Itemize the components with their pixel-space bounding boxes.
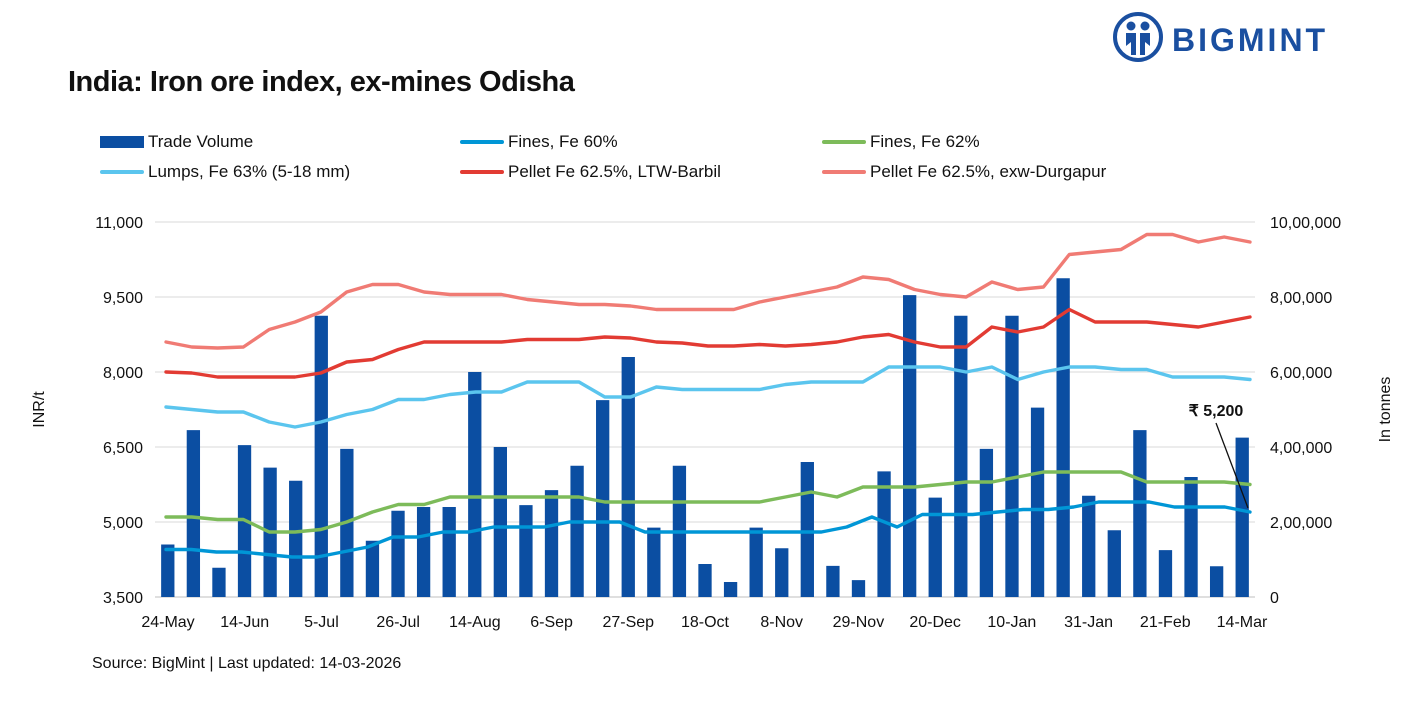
bigmint-logo-icon	[1113, 12, 1163, 62]
trade-volume-bar	[1005, 315, 1019, 597]
trade-volume-bar	[596, 400, 610, 597]
legend-label: Pellet Fe 62.5%, exw-Durgapur	[870, 162, 1107, 181]
chart-legend: Trade Volume Fines, Fe 60% Fines, Fe 62%…	[100, 128, 1200, 188]
trade-volume-bar	[749, 527, 763, 597]
x-tick-label: 14-Aug	[449, 614, 501, 631]
trade-volume-bar	[1158, 550, 1173, 597]
trade-volume-bar	[621, 357, 635, 597]
trade-volume-bar	[928, 497, 942, 597]
trade-volume-bar	[954, 315, 968, 597]
x-tick-label: 29-Nov	[833, 614, 885, 631]
page-title: India: Iron ore index, ex-mines Odisha	[68, 66, 575, 98]
y-tick-label: 6,500	[103, 440, 143, 457]
trade-volume-bar	[851, 580, 866, 597]
legend-label: Trade Volume	[148, 132, 254, 151]
x-tick-label: 27-Sep	[602, 614, 654, 631]
trade-volume-bar	[416, 507, 431, 597]
trade-volume-bar	[468, 372, 482, 597]
trade-volume-bar	[519, 505, 533, 597]
annotation-leader-line	[1215, 422, 1249, 509]
x-tick-label: 8-Nov	[760, 614, 803, 631]
y2-tick-label: 6,00,000	[1270, 365, 1332, 382]
brand-logo: BIGMINT	[1112, 12, 1372, 62]
trade-volume-bar	[1056, 278, 1070, 597]
legend-label: Fines, Fe 62%	[870, 132, 980, 151]
x-tick-label: 14-Jun	[220, 614, 269, 631]
y-tick-label: 8,000	[103, 365, 143, 382]
legend-swatch-line	[822, 140, 866, 144]
trade-volume-bar	[442, 507, 456, 597]
x-tick-label: 31-Jan	[1064, 614, 1113, 631]
pellet-durgapur-line	[164, 232, 1252, 350]
y2-tick-label: 0	[1270, 590, 1279, 607]
combo-chart: 3,500 5,000 6,500 8,000 9,500 11,000 0 2,00,000…	[31, 215, 1394, 631]
trade-volume-bar	[1030, 407, 1045, 597]
x-tick-label: 24-May	[141, 614, 194, 631]
trade-volume-bar	[698, 564, 712, 597]
trade-volume-bar	[1133, 430, 1147, 597]
trade-volume-bar	[1082, 495, 1096, 597]
trade-volume-bar	[1209, 566, 1224, 597]
legend-swatch-line	[100, 170, 144, 174]
x-tick-label: 14-Mar	[1217, 614, 1268, 631]
y-tick-label: 5,000	[103, 515, 143, 532]
trade-volume-bar	[1184, 477, 1198, 597]
x-tick-label: 26-Jul	[376, 614, 420, 631]
trade-volume-bar	[979, 448, 994, 597]
legend-label: Lumps, Fe 63% (5-18 mm)	[148, 162, 351, 181]
source-note: Source: BigMint | Last updated: 14-03-20…	[92, 655, 402, 672]
trade-volume-bar	[1107, 530, 1121, 597]
trade-volume-bar	[723, 582, 738, 597]
trade-volume-bar	[365, 540, 380, 597]
y-tick-label: 9,500	[103, 290, 143, 307]
lumps-line	[164, 365, 1252, 429]
trade-volume-bar	[877, 471, 891, 597]
y-tick-label: 3,500	[103, 590, 143, 607]
trade-volume-bar	[212, 567, 226, 597]
y-axis-title: INR/t	[31, 391, 48, 428]
trade-volume-bar	[289, 480, 303, 597]
legend-swatch-bar	[100, 136, 144, 148]
trade-volume-bar	[775, 548, 789, 597]
legend-swatch-line	[460, 170, 504, 174]
legend-label: Fines, Fe 60%	[508, 132, 618, 151]
price-annotation: ₹ 5,200	[1189, 403, 1244, 420]
trade-volume-bar	[800, 462, 814, 597]
x-tick-label: 18-Oct	[681, 614, 730, 631]
trade-volume-bar	[493, 447, 507, 597]
y2-tick-label: 10,00,000	[1270, 215, 1341, 232]
legend-swatch-line	[822, 170, 866, 174]
y2-tick-label: 4,00,000	[1270, 440, 1332, 457]
trade-volume-bar	[186, 430, 201, 597]
logo-wordmark: BIGMINT	[1172, 22, 1329, 58]
trade-volume-bar	[647, 527, 661, 597]
x-tick-label: 10-Jan	[987, 614, 1036, 631]
fines-60-line	[164, 500, 1252, 559]
pellet-barbil-line	[164, 307, 1252, 379]
x-tick-label: 20-Dec	[909, 614, 961, 631]
y-tick-label: 11,000	[95, 215, 143, 232]
trade-volume-bar	[826, 565, 840, 597]
y2-axis-title: In tonnes	[1377, 377, 1394, 443]
x-tick-label: 5-Jul	[304, 614, 339, 631]
legend-label: Pellet Fe 62.5%, LTW-Barbil	[508, 162, 721, 181]
x-tick-label: 6-Sep	[530, 614, 573, 631]
trade-volume-bar	[391, 510, 405, 597]
fines-62-line	[164, 470, 1252, 534]
legend-swatch-line	[460, 140, 504, 144]
trade-volume-bar	[570, 465, 584, 597]
y2-tick-label: 8,00,000	[1270, 290, 1332, 307]
trade-volume-bar	[161, 544, 175, 597]
trade-volume-bar	[1235, 437, 1249, 597]
y2-tick-label: 2,00,000	[1270, 515, 1332, 532]
x-tick-label: 21-Feb	[1140, 614, 1191, 631]
trade-volume-bar	[544, 490, 559, 597]
